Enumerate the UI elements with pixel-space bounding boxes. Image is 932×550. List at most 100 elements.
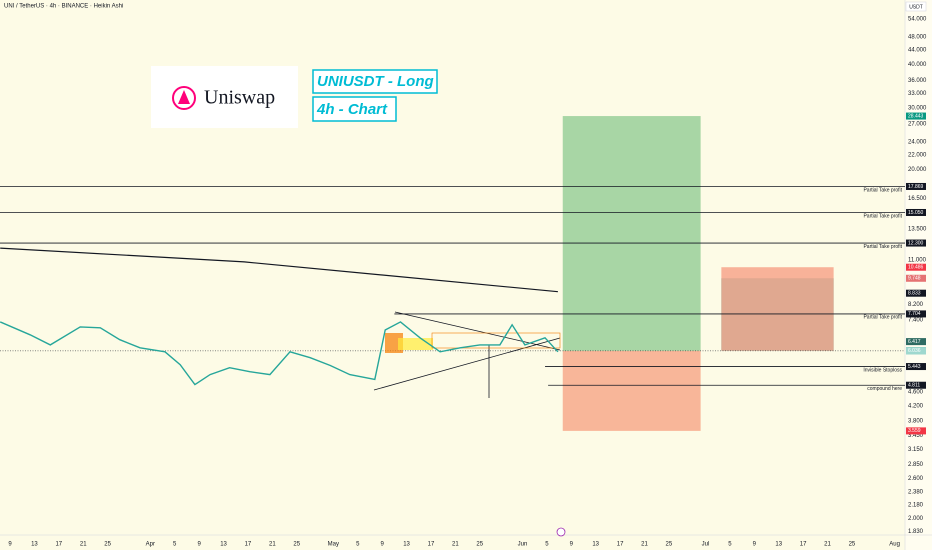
y-tick-label: 30.000 bbox=[908, 106, 927, 112]
logo-icon bbox=[172, 86, 196, 110]
event-icon bbox=[556, 527, 566, 537]
price-label: 17.869 bbox=[908, 184, 924, 190]
y-tick-label: 22.000 bbox=[908, 153, 927, 159]
price-label-box bbox=[906, 182, 926, 190]
price-label: 12.300 bbox=[908, 240, 924, 246]
price-line bbox=[0, 321, 559, 386]
price-label-box bbox=[906, 427, 926, 435]
price-label-box bbox=[906, 263, 926, 271]
x-tick-label: Jul bbox=[702, 542, 710, 548]
logo-box bbox=[151, 66, 298, 128]
y-tick-label: 3.450 bbox=[908, 433, 924, 439]
y-tick-label: 20.000 bbox=[908, 167, 927, 173]
price-label-box bbox=[906, 347, 926, 355]
x-tick-label: Jun bbox=[518, 542, 528, 548]
currency-box bbox=[905, 1, 927, 12]
stop-zone bbox=[562, 350, 701, 431]
price-label: 28.443 bbox=[908, 113, 924, 119]
x-tick-label: 9 bbox=[570, 542, 574, 548]
x-tick-label: 21 bbox=[641, 542, 648, 548]
x-tick-label: 17 bbox=[55, 542, 62, 548]
price-label: 6.036 bbox=[908, 348, 921, 354]
level-label: Partial Take profit bbox=[863, 187, 902, 193]
y-tick-label: 4.600 bbox=[908, 390, 924, 396]
x-tick-label: 5 bbox=[545, 542, 549, 548]
level-label: Partial Take profit bbox=[863, 213, 902, 219]
trend-line bbox=[394, 311, 561, 351]
x-tick-label: 9 bbox=[380, 542, 384, 548]
y-tick-label: 1.830 bbox=[908, 529, 924, 535]
y-tick-label: 2.000 bbox=[908, 516, 924, 522]
subtitle-box bbox=[312, 96, 397, 122]
logo-icon bbox=[178, 90, 190, 104]
x-tick-label: 25 bbox=[293, 542, 300, 548]
price-label-box bbox=[906, 274, 926, 282]
x-tick-label: 9 bbox=[753, 542, 757, 548]
x-tick-label: 13 bbox=[775, 542, 782, 548]
logo-text: Uniswap bbox=[204, 87, 275, 109]
x-tick-label: 21 bbox=[452, 542, 459, 548]
price-label-box bbox=[906, 112, 926, 120]
y-tick-label: 44.000 bbox=[908, 48, 927, 54]
price-label: 6.417 bbox=[908, 339, 921, 345]
price-label: 10.486 bbox=[908, 265, 924, 271]
price-label-box bbox=[906, 239, 926, 247]
x-tick-label: 5 bbox=[356, 542, 360, 548]
target-zone bbox=[562, 116, 701, 351]
x-tick-label: Aug bbox=[889, 542, 900, 548]
x-tick-label: 25 bbox=[849, 542, 856, 548]
x-tick-label: 13 bbox=[220, 542, 227, 548]
price-label-box bbox=[906, 338, 926, 346]
level-label: Partial Take profit bbox=[863, 244, 902, 250]
x-tick-label: 21 bbox=[80, 542, 87, 548]
y-tick-label: 54.000 bbox=[908, 17, 927, 23]
level-label: Invisible Stoploss bbox=[863, 367, 902, 373]
stop-zone bbox=[721, 267, 834, 351]
x-tick-label: 5 bbox=[173, 542, 177, 548]
price-label-box bbox=[906, 381, 926, 389]
drawings bbox=[0, 116, 905, 431]
level-label: compound here bbox=[867, 386, 902, 392]
x-tick-label: 21 bbox=[269, 542, 276, 548]
price-label: 7.704 bbox=[908, 311, 921, 317]
y-tick-label: 24.000 bbox=[908, 139, 927, 145]
y-tick-label: 48.000 bbox=[908, 34, 927, 40]
y-tick-label: 40.000 bbox=[908, 62, 927, 68]
x-tick-label: 25 bbox=[104, 542, 111, 548]
subtitle: 4h - Chart bbox=[316, 101, 388, 118]
price-label: 9.748 bbox=[908, 276, 921, 282]
x-tick-label: 21 bbox=[824, 542, 831, 548]
x-tick-label: 13 bbox=[592, 542, 599, 548]
x-tick-label: 17 bbox=[617, 542, 624, 548]
trend-line bbox=[373, 337, 561, 391]
volume-profile bbox=[431, 332, 561, 349]
y-tick-label: 3.150 bbox=[908, 447, 924, 453]
price-label-box bbox=[906, 208, 926, 216]
x-tick-label: 13 bbox=[403, 542, 410, 548]
currency: USDT bbox=[909, 4, 923, 10]
price-line bbox=[0, 247, 558, 293]
y-tick-label: 2.850 bbox=[908, 462, 924, 468]
x-tick-label: 13 bbox=[31, 542, 38, 548]
x-tick-label: 9 bbox=[197, 542, 201, 548]
y-tick-label: 33.000 bbox=[908, 91, 927, 97]
title: UNIUSDT - Long bbox=[317, 73, 434, 90]
x-tick-label: 9 bbox=[8, 542, 12, 548]
y-tick-label: 11.000 bbox=[908, 258, 927, 264]
series bbox=[0, 247, 559, 386]
y-tick-label: 3.800 bbox=[908, 419, 924, 425]
y-tick-label: 4.200 bbox=[908, 403, 924, 409]
y-tick-label: 2.600 bbox=[908, 476, 924, 482]
x-tick-label: 5 bbox=[728, 542, 732, 548]
y-tick-label: 2.180 bbox=[908, 503, 924, 509]
y-tick-label: 13.500 bbox=[908, 227, 927, 233]
price-label: 8.833 bbox=[908, 291, 921, 297]
y-tick-label: 7.400 bbox=[908, 318, 924, 324]
y-tick-label: 8.200 bbox=[908, 302, 924, 308]
level-label: Partial Take profit bbox=[863, 315, 902, 321]
title-box bbox=[312, 69, 438, 94]
price-label: 5.443 bbox=[908, 364, 921, 370]
price-label-box bbox=[906, 289, 926, 297]
x-tick-label: 25 bbox=[666, 542, 673, 548]
